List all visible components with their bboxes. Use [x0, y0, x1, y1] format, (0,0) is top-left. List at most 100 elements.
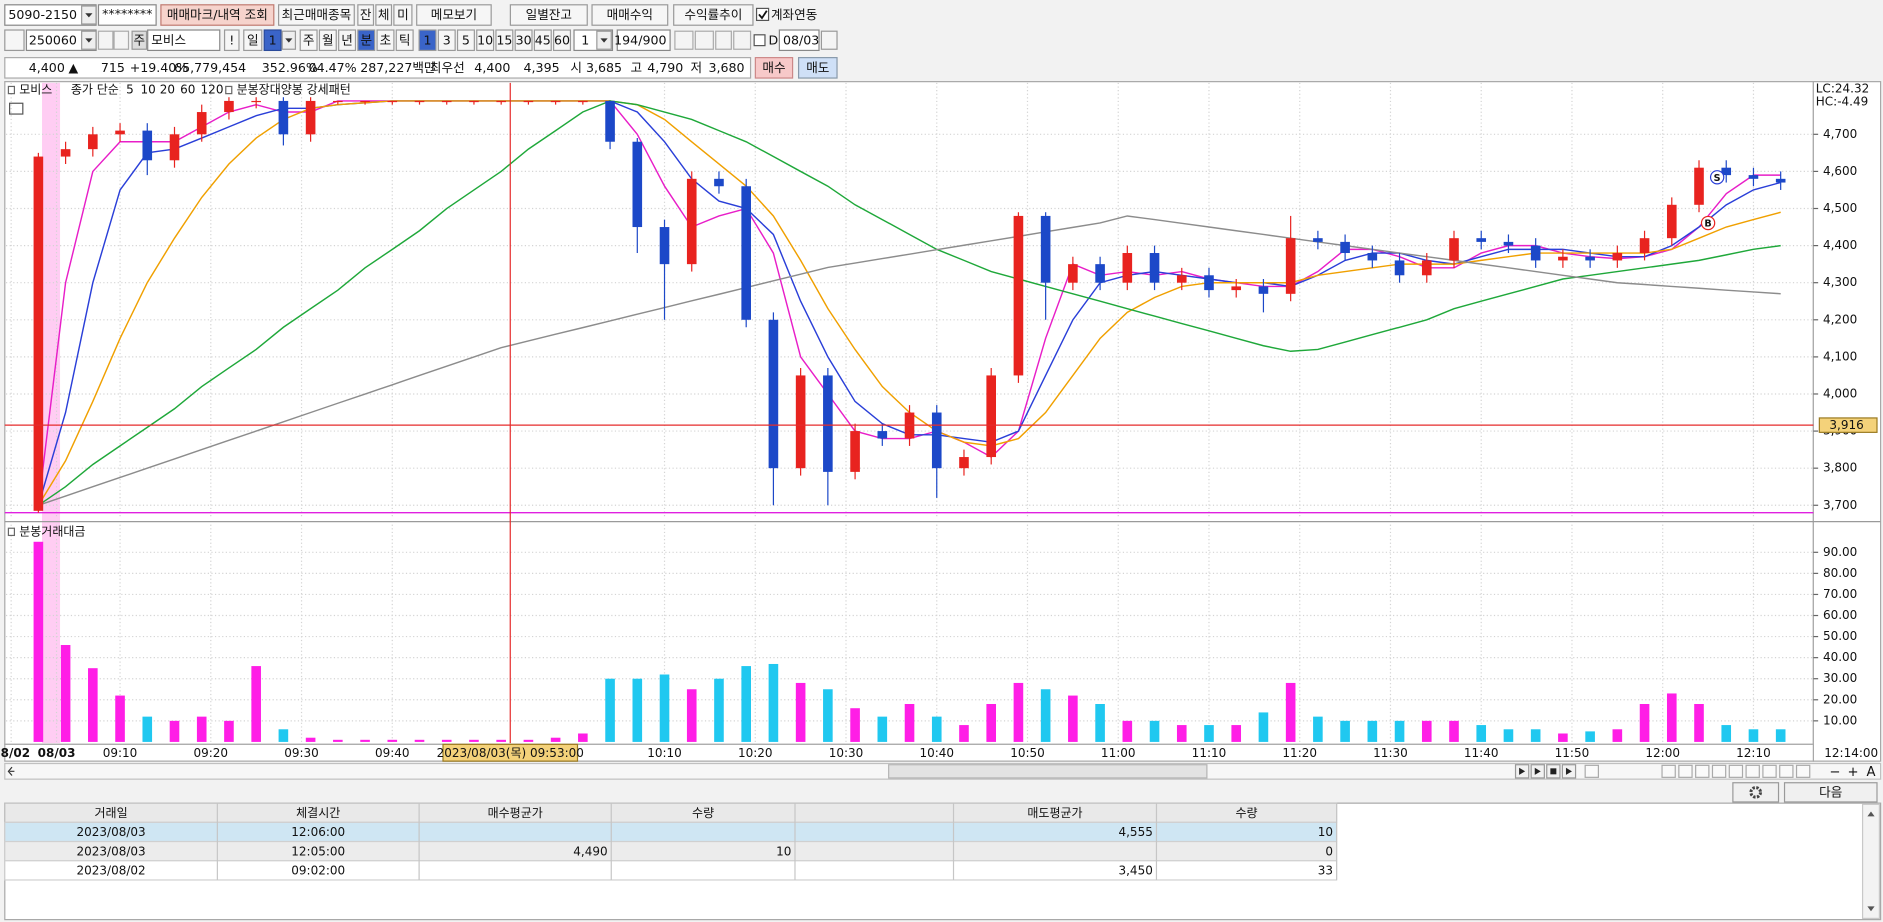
legend-icon[interactable]	[7, 527, 16, 537]
pattern-label: 분봉장대양봉 강세패턴	[237, 83, 351, 97]
toolbar-button[interactable]	[375, 4, 393, 26]
interval-button[interactable]	[456, 29, 475, 52]
password: ********	[102, 6, 152, 21]
table-row[interactable]	[4, 840, 1338, 862]
candle-body	[1394, 260, 1405, 276]
toolbar-button[interactable]	[416, 4, 492, 26]
table-cell: 10	[1318, 825, 1333, 839]
interval-button[interactable]	[495, 29, 514, 52]
toolbar-button[interactable]	[509, 4, 588, 26]
period-button-label: 월	[322, 32, 334, 47]
quote-bid: 4,395	[524, 60, 560, 75]
toolbar-button[interactable]	[278, 4, 355, 26]
volume-bar	[1639, 703, 1650, 742]
x-tick-label: 10:40	[919, 746, 954, 760]
tool-icon[interactable]	[1678, 764, 1693, 778]
scroll-thumb[interactable]	[888, 764, 1208, 779]
volume-bar	[1068, 695, 1078, 742]
period-button[interactable]	[318, 29, 337, 52]
unit-button[interactable]	[243, 29, 263, 52]
alert-button[interactable]	[223, 29, 240, 52]
market: 주	[134, 32, 146, 47]
interval-button[interactable]	[553, 29, 572, 52]
table-cell: 3,450	[1118, 863, 1152, 877]
tool-icon[interactable]	[694, 30, 714, 50]
candle-body	[1340, 241, 1350, 254]
name-field[interactable]	[147, 29, 221, 52]
toolbar-button[interactable]	[357, 4, 375, 26]
y-tick-label: 70.00	[1823, 587, 1857, 601]
interval-button-label: 30	[516, 32, 532, 47]
period-button[interactable]	[376, 29, 395, 52]
interval-button[interactable]	[533, 29, 552, 52]
x-axis-area	[4, 743, 1814, 762]
interval-button[interactable]	[418, 29, 437, 52]
table-scrollbar[interactable]	[1861, 803, 1880, 919]
candle-body	[741, 186, 751, 320]
password-field[interactable]	[97, 4, 157, 26]
chart-icon[interactable]	[4, 29, 25, 52]
x-tick-label: 11:00	[1101, 746, 1136, 760]
trade-mark-label: B	[1704, 219, 1711, 230]
tool-icon[interactable]	[1584, 764, 1599, 778]
date-checkbox[interactable]	[753, 34, 766, 47]
volume-bar	[605, 678, 615, 742]
candle-body	[1421, 260, 1432, 276]
table-header-cell: 매도평균가	[1027, 806, 1082, 820]
tool-icon[interactable]	[715, 30, 732, 50]
tool-icon[interactable]	[1779, 764, 1794, 778]
tool-icon[interactable]	[1745, 764, 1760, 778]
calendar-button[interactable]	[820, 30, 838, 50]
candle-body	[333, 100, 343, 103]
interval-button[interactable]	[476, 29, 495, 52]
tool-icon[interactable]	[733, 30, 752, 50]
table-header-cell: 체결시간	[296, 806, 340, 820]
date-field[interactable]	[778, 29, 820, 52]
toolbar-button[interactable]	[591, 4, 669, 26]
candle-body	[115, 130, 125, 135]
next-button[interactable]	[1783, 782, 1878, 803]
period-button[interactable]	[395, 29, 414, 52]
table-header-cell: 수량	[692, 806, 714, 820]
legend-icon[interactable]	[7, 85, 16, 95]
settings-button[interactable]	[1732, 782, 1780, 803]
buy-button[interactable]	[754, 57, 794, 79]
volume-bar	[1231, 725, 1242, 742]
candle-body	[714, 178, 724, 187]
quote-open: 3,685	[586, 60, 622, 75]
tool-icon[interactable]	[1728, 764, 1744, 778]
sell-button[interactable]	[797, 57, 838, 79]
unit-button-label: 일	[247, 32, 259, 47]
period-button[interactable]	[357, 29, 376, 52]
tool-icon[interactable]	[1695, 764, 1710, 778]
tool-icon[interactable]	[113, 30, 130, 50]
alert-button-label: !	[229, 32, 234, 47]
period-button[interactable]	[338, 29, 357, 52]
x-tick-label: 11:20	[1282, 746, 1317, 760]
toolbar-button[interactable]	[393, 4, 413, 26]
tool-icon[interactable]	[97, 30, 114, 50]
grid-icon[interactable]	[9, 102, 24, 115]
volume-bar	[33, 541, 44, 742]
candle-body	[605, 100, 615, 142]
candle-body	[1639, 238, 1650, 254]
tool-icon[interactable]	[674, 30, 694, 50]
volume-bar	[1285, 682, 1296, 742]
period-button[interactable]	[299, 29, 318, 52]
x-tick-label: 10:50	[1010, 746, 1045, 760]
unit-count[interactable]	[263, 29, 282, 52]
legend-entry: 5	[126, 83, 134, 97]
volume-bar	[768, 663, 779, 742]
tool-icon[interactable]	[1661, 764, 1676, 778]
interval-button[interactable]	[514, 29, 533, 52]
scroll-left[interactable]	[7, 766, 15, 776]
tool-icon[interactable]	[1795, 764, 1811, 778]
toolbar-button[interactable]	[160, 4, 275, 26]
quote-low-label: 저	[691, 60, 703, 75]
candle-body	[578, 100, 588, 103]
toolbar-button[interactable]	[673, 4, 754, 26]
interval-button[interactable]	[437, 29, 456, 52]
legend-icon[interactable]	[225, 85, 233, 95]
tool-icon[interactable]	[1762, 764, 1777, 778]
tool-icon[interactable]	[1711, 764, 1727, 778]
